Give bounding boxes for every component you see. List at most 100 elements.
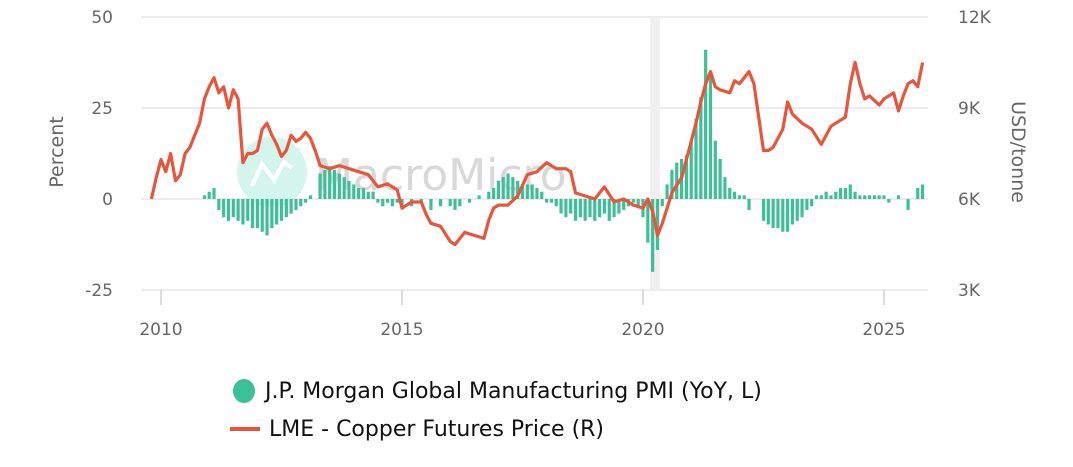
pmi-bar xyxy=(376,199,380,203)
copper-price-line xyxy=(149,60,925,247)
pmi-bar xyxy=(786,199,790,232)
pmi-bar xyxy=(294,199,298,210)
pmi-bar xyxy=(732,191,737,199)
pmi-bar xyxy=(858,195,862,199)
x-tick-label: 2010 xyxy=(139,320,182,340)
pmi-bar xyxy=(694,118,698,199)
legend-label-copper: LME - Copper Futures Price (R) xyxy=(269,416,605,442)
pmi-bar xyxy=(381,199,385,207)
pmi-bar xyxy=(795,199,799,221)
pmi-bar xyxy=(308,195,313,199)
right-tick-label: 3K xyxy=(958,281,981,301)
pmi-bar xyxy=(675,162,679,199)
pmi-bar xyxy=(250,199,255,229)
pmi-bar xyxy=(395,199,399,203)
pmi-bar xyxy=(453,199,457,210)
pmi-bar xyxy=(598,199,602,218)
left-tick-label: 50 xyxy=(91,8,113,28)
recession-shade xyxy=(650,17,660,290)
left-axis-ticks: 50 25 0 -25 xyxy=(85,8,113,301)
pmi-bar xyxy=(241,199,245,225)
pmi-bar xyxy=(824,191,828,199)
copper-line xyxy=(149,60,925,247)
pmi-bar xyxy=(670,169,674,199)
pmi-bar xyxy=(511,177,515,199)
pmi-bar xyxy=(660,199,664,207)
pmi-bar xyxy=(222,199,226,218)
pmi-bar xyxy=(853,191,857,199)
pmi-bar xyxy=(805,199,809,210)
pmi-bar xyxy=(882,195,886,199)
pmi-bar xyxy=(332,169,337,199)
pmi-bar xyxy=(839,188,843,199)
pmi-bar xyxy=(554,199,558,207)
pmi-bar xyxy=(747,199,751,210)
pmi-bar xyxy=(829,195,833,199)
pmi-bar xyxy=(814,195,819,199)
pmi-bar xyxy=(742,195,746,199)
pmi-bar xyxy=(467,199,472,203)
pmi-bar xyxy=(226,199,231,221)
pmi-bar xyxy=(255,199,259,229)
pmi-bar xyxy=(651,199,655,272)
pmi-bar xyxy=(501,177,505,199)
pmi-bar xyxy=(270,199,274,229)
pmi-bar xyxy=(578,199,582,218)
pmi-bar xyxy=(357,188,361,199)
pmi-bar xyxy=(819,195,823,199)
pmi-bar xyxy=(429,199,433,210)
pmi-bar xyxy=(877,195,881,199)
left-tick-label: 0 xyxy=(102,190,113,210)
pmi-bar xyxy=(718,158,722,199)
pmi-bar xyxy=(318,173,322,199)
legend-item-copper[interactable]: LME - Copper Futures Price (R) xyxy=(230,410,762,448)
watermark-logo-icon xyxy=(250,159,294,187)
pmi-bar xyxy=(728,188,732,199)
right-tick-label: 9K xyxy=(958,99,981,119)
x-tick-label: 2025 xyxy=(862,320,905,340)
pmi-bar xyxy=(323,169,327,199)
pmi-bar xyxy=(246,199,250,221)
pmi-bar xyxy=(771,199,775,229)
pmi-bar xyxy=(385,199,390,203)
legend-line-icon xyxy=(230,427,260,431)
pmi-bar xyxy=(723,177,727,199)
pmi-bar xyxy=(265,199,269,236)
pmi-bar xyxy=(545,199,549,203)
pmi-bar xyxy=(843,188,848,199)
pmi-bar xyxy=(535,188,539,199)
pmi-bar xyxy=(781,199,785,232)
pmi-bar xyxy=(289,199,293,214)
pmi-bar xyxy=(260,199,264,232)
pmi-bar xyxy=(299,199,303,207)
pmi-bar xyxy=(607,199,611,221)
pmi-bar xyxy=(583,199,587,221)
pmi-bar xyxy=(617,199,621,214)
watermark-text: MacroMicro xyxy=(315,150,567,201)
pmi-bar xyxy=(337,173,341,199)
left-axis-title: Percent xyxy=(46,116,68,188)
pmi-bar xyxy=(612,199,616,218)
pmi-bar xyxy=(848,184,852,199)
pmi-bar xyxy=(458,199,462,207)
pmi-bar xyxy=(588,199,592,218)
pmi-bar xyxy=(655,199,660,250)
pmi-bar xyxy=(506,173,510,199)
pmi-bar xyxy=(622,199,626,210)
pmi-bar xyxy=(689,140,693,199)
pmi-bar xyxy=(530,184,534,199)
pmi-bar xyxy=(887,199,891,203)
pmi-bar xyxy=(564,199,568,218)
pmi-bar xyxy=(800,199,804,218)
pmi-bar xyxy=(496,180,500,199)
watermark: MacroMicro xyxy=(237,137,567,207)
pmi-bar xyxy=(867,195,872,199)
pmi-bar xyxy=(487,191,491,199)
pmi-bar xyxy=(559,199,563,214)
recession-band xyxy=(650,17,660,290)
pmi-bar xyxy=(236,199,240,221)
pmi-bar xyxy=(573,199,578,221)
pmi-bar xyxy=(790,199,795,225)
legend-item-pmi[interactable]: J.P. Morgan Global Manufacturing PMI (Yo… xyxy=(230,372,762,410)
